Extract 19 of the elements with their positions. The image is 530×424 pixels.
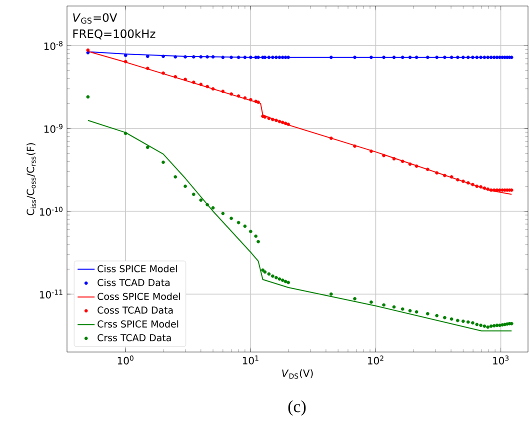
x-axis-title: V$_{DS}$(V) — [282, 369, 313, 379]
legend-label: Coss SPICE Model — [98, 292, 180, 300]
annotation: FREQ=100kHz — [73, 29, 156, 40]
legend-label: Crss SPICE Model — [98, 320, 178, 328]
y-tick-label: 10$^{-9}$ — [44, 124, 62, 133]
x-tick-label: 10$^{3}$ — [493, 356, 509, 364]
y-tick-label: 10$^{-8}$ — [44, 41, 62, 50]
annotation: V$_{GS}$=0V — [73, 13, 118, 24]
y-tick-label: 10$^{-11}$ — [40, 290, 62, 299]
y-axis-title: C$_{iss}$/C$_{oss}$/C$_{rss}$(F) — [26, 143, 36, 216]
legend-label: Coss TCAD Data — [98, 306, 173, 314]
x-tick-label: 10$^{1}$ — [242, 356, 258, 364]
legend-label: Crss TCAD Data — [98, 334, 171, 342]
text: (c) — [288, 400, 306, 416]
legend-label: Ciss TCAD Data — [98, 278, 170, 286]
x-tick-label: 10$^{2}$ — [368, 356, 384, 364]
x-tick-label: 10$^{0}$ — [118, 356, 134, 364]
y-tick-label: 10$^{-10}$ — [40, 206, 63, 216]
legend-label: Ciss SPICE Model — [98, 264, 177, 272]
